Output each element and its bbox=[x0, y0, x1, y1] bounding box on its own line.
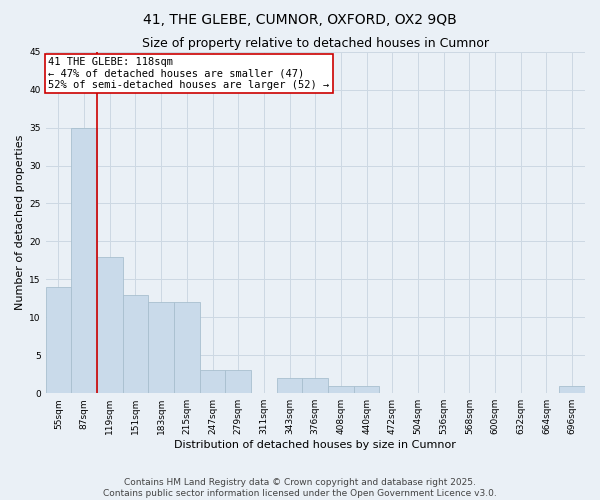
Bar bbox=[122, 294, 148, 393]
Text: 41 THE GLEBE: 118sqm
← 47% of detached houses are smaller (47)
52% of semi-detac: 41 THE GLEBE: 118sqm ← 47% of detached h… bbox=[48, 57, 329, 90]
Bar bbox=[46, 287, 71, 393]
Title: Size of property relative to detached houses in Cumnor: Size of property relative to detached ho… bbox=[142, 38, 489, 51]
Bar bbox=[302, 378, 328, 393]
Bar bbox=[226, 370, 251, 393]
Bar bbox=[97, 256, 122, 393]
Bar bbox=[200, 370, 226, 393]
Bar bbox=[148, 302, 174, 393]
Bar bbox=[354, 386, 379, 393]
Y-axis label: Number of detached properties: Number of detached properties bbox=[15, 134, 25, 310]
Bar bbox=[328, 386, 354, 393]
Bar bbox=[71, 128, 97, 393]
Bar bbox=[559, 386, 585, 393]
X-axis label: Distribution of detached houses by size in Cumnor: Distribution of detached houses by size … bbox=[175, 440, 456, 450]
Text: 41, THE GLEBE, CUMNOR, OXFORD, OX2 9QB: 41, THE GLEBE, CUMNOR, OXFORD, OX2 9QB bbox=[143, 12, 457, 26]
Bar bbox=[174, 302, 200, 393]
Bar bbox=[277, 378, 302, 393]
Text: Contains HM Land Registry data © Crown copyright and database right 2025.
Contai: Contains HM Land Registry data © Crown c… bbox=[103, 478, 497, 498]
